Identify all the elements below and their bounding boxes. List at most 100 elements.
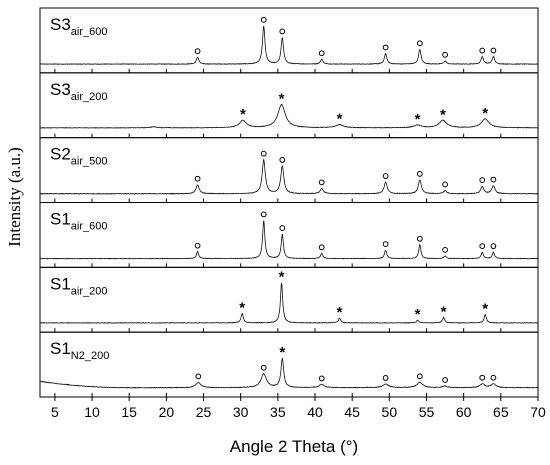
sample-label-sub: air_200 [71,91,108,103]
sample-label-main: S1 [50,210,71,229]
phase-marker-circle [194,48,201,55]
phase-marker-star: * [279,90,285,107]
sample-label-main: S1 [50,274,71,293]
x-tick-label: 30 [233,404,249,420]
phase-marker-star: * [440,106,446,123]
sample-label-4: S1air_600 [50,210,108,233]
sample-label-sub: air_600 [71,221,108,233]
panel-6: * S1N2_200 [39,331,539,398]
x-tick-label: 25 [196,404,212,420]
x-tick-label: 70 [530,404,546,420]
xrd-trace-1 [39,25,539,65]
phase-marker-circle [318,375,325,382]
sample-label-2: S3air_200 [50,80,108,103]
panel-frame [39,331,539,398]
x-tick-label: 35 [270,404,286,420]
phase-marker-circle [260,16,267,23]
phase-marker-circle [490,374,497,381]
phase-marker-circle [442,246,448,253]
phase-marker-circle [260,150,267,157]
phase-marker-circle [479,47,486,54]
sample-label-main: S1 [50,339,71,358]
phase-marker-circle [382,44,389,51]
panel-frame [39,266,539,333]
x-tick-label: 15 [121,404,137,420]
phase-marker-circle [195,373,202,380]
xrd-trace-2 [39,103,539,129]
phase-marker-circle [416,171,423,177]
y-axis-label: Intensity (a.u.) [5,147,24,247]
x-tick-label: 5 [51,404,59,420]
panel-3: S2air_500 [39,137,539,204]
phase-marker-circle [194,175,201,182]
phase-marker-circle [479,177,486,184]
x-tick-label: 20 [159,404,175,420]
sample-label-main: S2 [50,145,71,164]
x-tick-label: 40 [307,404,323,420]
sample-label-3: S2air_500 [50,145,108,168]
phase-marker-circle [442,181,448,188]
phase-marker-circle [382,375,389,381]
phase-marker-circle [279,28,286,35]
phase-marker-star: * [239,299,245,316]
sample-label-sub: air_600 [71,26,108,38]
sample-label-sub: N2_200 [71,350,110,362]
panel-frame [39,137,539,204]
x-tick-label: 65 [493,404,509,420]
phase-marker-circle [318,244,325,251]
sample-label-1: S3air_600 [50,15,108,38]
phase-marker-star: * [337,304,343,321]
phase-marker-circle [318,50,325,57]
phase-marker-circle [279,157,286,163]
sample-label-sub: air_500 [71,156,108,168]
phase-marker-star: * [482,300,488,317]
x-tick-label: 45 [344,404,360,420]
xrd-trace-5 [39,282,539,324]
phase-marker-circle [416,40,423,47]
x-axis: 5 10 15 20 25 30 35 40 45 50 55 60 65 70 [51,397,546,420]
phase-marker-star: * [441,304,447,321]
x-tick-label: 60 [456,404,472,420]
phase-marker-circle [416,373,423,380]
phase-marker-circle [382,241,389,247]
sample-label-sub: air_200 [71,285,108,297]
phase-marker-star: * [415,306,421,323]
x-tick-label: 50 [382,404,398,420]
sample-label-main: S3 [50,80,71,99]
sample-label-6: S1N2_200 [50,339,109,362]
sample-label-5: S1air_200 [50,274,108,297]
phase-marker-star: * [337,111,343,128]
phase-marker-circle [279,225,286,231]
x-axis-label: Angle 2 Theta (°) [230,437,358,456]
xrd-trace-4 [39,220,539,260]
phase-marker-circle [318,179,325,186]
phase-marker-circle [490,243,497,250]
panels-group: S3air_600*** * * *S3air_200S2air_500S1air_6… [39,7,539,398]
phase-marker-star: * [279,269,285,286]
phase-marker-circle [442,377,448,383]
phase-marker-circle [490,47,497,54]
phase-marker-circle [416,235,423,242]
phase-marker-circle [479,374,486,381]
phase-marker-circle [479,243,486,250]
x-tick-label: 10 [84,404,100,420]
phase-marker-star: * [240,106,246,123]
phase-marker-circle [260,364,267,371]
xrd-trace-3 [39,158,539,195]
panel-2: * * * * * * S3air_200 [39,72,539,139]
phase-marker-circle [382,173,389,179]
phase-marker-star: * [279,344,285,361]
panel-1: S3air_600 [39,7,539,74]
phase-marker-circle [260,211,267,218]
phase-marker-circle [490,176,497,183]
panel-5: * * * * * * S1air_200 [39,266,539,333]
x-tick-label: 55 [419,404,435,420]
phase-marker-circle [442,51,448,58]
phase-marker-star: * [482,105,488,122]
sample-label-main: S3 [50,15,71,34]
xrd-trace-6 [39,357,539,389]
panel-4: S1air_600 [39,202,539,268]
phase-marker-circle [194,242,201,249]
phase-marker-star: * [415,111,421,128]
